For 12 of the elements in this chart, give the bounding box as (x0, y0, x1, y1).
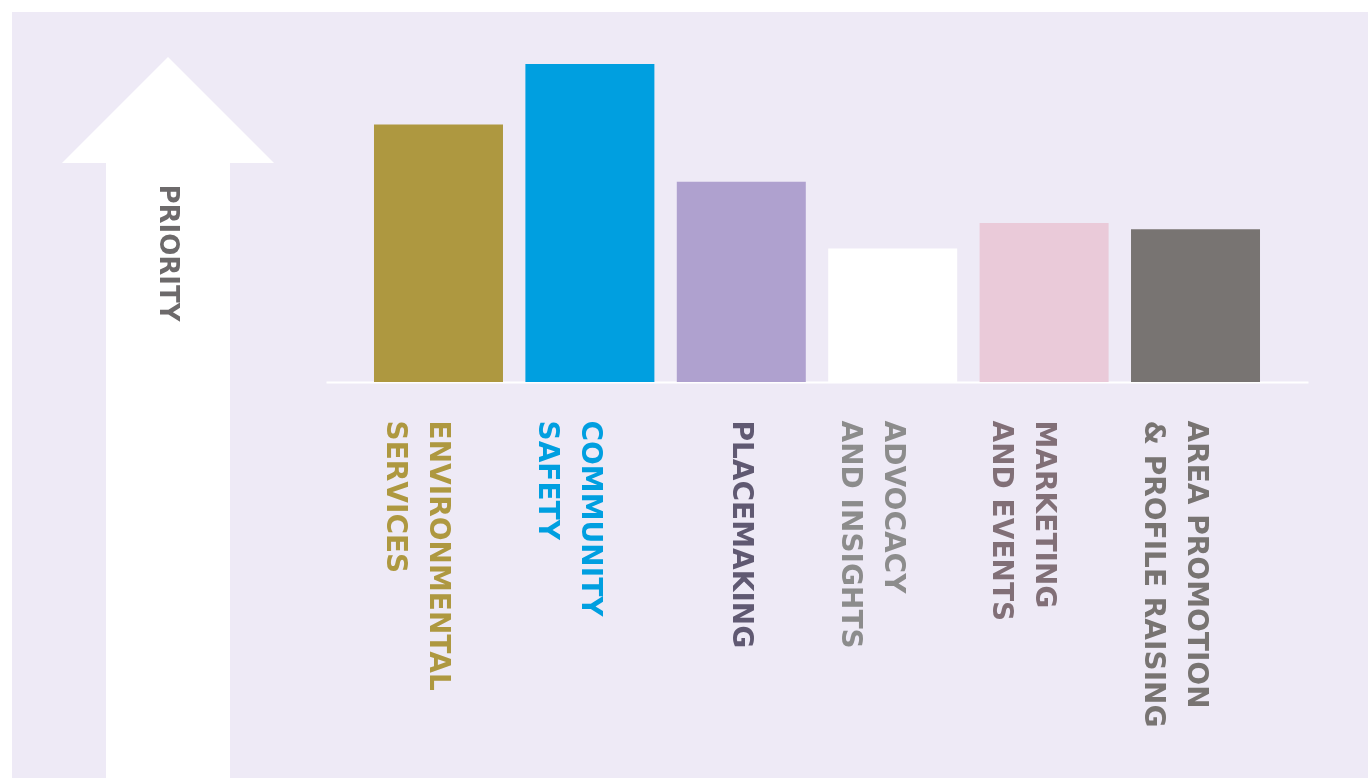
bar (373, 124, 503, 382)
bar (979, 223, 1109, 382)
x-tick-label: COMMUNITY SAFETY (531, 420, 608, 618)
text: PRIORITY (154, 184, 184, 323)
bar (1131, 229, 1261, 382)
x-tick-label: ADVOCACY AND INSIGHTS (834, 420, 911, 649)
bar (525, 64, 655, 382)
bar (676, 181, 806, 382)
x-tick-label: ENVIRONMENTAL SERVICES (380, 420, 457, 691)
x-tick-label: PLACEMAKING (726, 420, 760, 649)
x-tick-label: AREA PROMOTION & PROFILE RAISING (1137, 420, 1214, 728)
x-tick-label: MARKETING AND EVENTS (986, 420, 1063, 622)
